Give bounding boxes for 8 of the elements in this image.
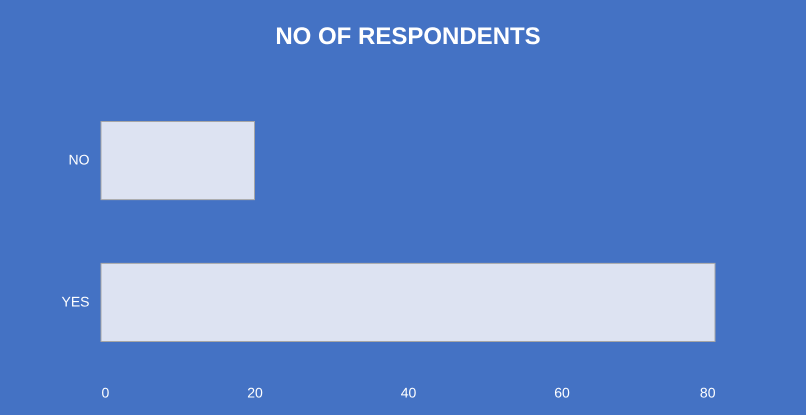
x-tick-label: 0 — [102, 384, 110, 400]
y-tick-label: YES — [61, 293, 90, 310]
x-tick-label: 20 — [247, 384, 263, 400]
x-tick-label: 60 — [554, 384, 570, 400]
y-tick-label: NO — [68, 152, 90, 168]
chart-title: NO OF RESPONDENTS — [275, 23, 541, 50]
x-tick-label: 80 — [700, 384, 716, 400]
x-tick-label: 40 — [400, 384, 416, 400]
